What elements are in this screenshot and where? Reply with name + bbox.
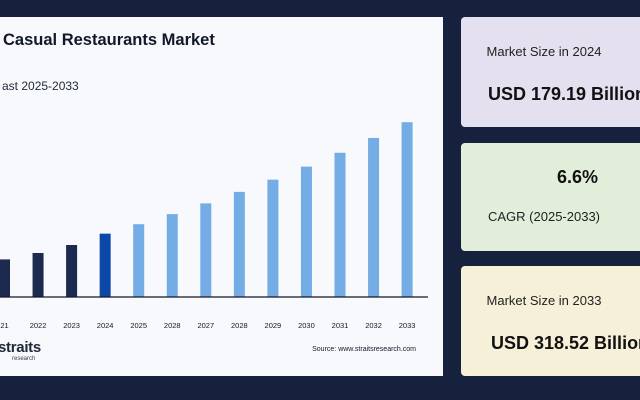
- stat-card-cagr: 6.6% CAGR (2025-2033): [461, 143, 640, 251]
- x-tick-label: 2025: [130, 321, 147, 330]
- x-tick-label: 21: [0, 321, 8, 330]
- bar-2023: [66, 245, 78, 297]
- stat-label: Market Size in 2024: [486, 44, 602, 59]
- bar-21: [0, 259, 10, 297]
- x-tick-label: 2028: [164, 321, 181, 330]
- bar-2033: [401, 122, 413, 298]
- x-tick-label: 2031: [332, 321, 349, 330]
- x-tick-label: 2023: [63, 321, 80, 330]
- brand-logo: straits research: [0, 340, 41, 362]
- bar-2029: [267, 179, 279, 297]
- logo-text: straits: [0, 339, 41, 356]
- x-tick-label: 2024: [97, 321, 114, 330]
- bar-2031: [334, 152, 346, 297]
- x-tick-label: 2030: [298, 321, 315, 330]
- bar-2028: [233, 191, 245, 297]
- bar-2032: [368, 137, 380, 297]
- x-tick-label: 2022: [30, 321, 47, 330]
- x-tick-label: 2033: [399, 321, 416, 330]
- source-note: Source: www.straitsresearch.com: [312, 346, 416, 353]
- x-tick-label: 2028: [231, 321, 248, 330]
- stat-label: CAGR (2025-2033): [488, 209, 600, 224]
- stat-card-market-size-2033: Market Size in 2033 USD 318.52 Billion: [461, 266, 640, 376]
- chart-title: Casual Restaurants Market: [3, 31, 215, 49]
- bar-2025: [133, 224, 145, 297]
- chart-panel: Casual Restaurants Market ast 2025-2033 …: [0, 17, 443, 376]
- chart-subtitle: ast 2025-2033: [2, 79, 79, 93]
- stat-value: 6.6%: [557, 167, 599, 187]
- bar-2022: [32, 253, 44, 297]
- bar-2024: [99, 233, 111, 297]
- stat-value: USD 179.19 Billion: [488, 84, 640, 104]
- x-tick-label: 2029: [265, 321, 282, 330]
- bar-2027: [200, 203, 212, 297]
- x-tick-label: 2032: [365, 321, 382, 330]
- bar-2028: [166, 214, 178, 297]
- bar-2030: [300, 166, 312, 297]
- stat-card-market-size-2024: Market Size in 2024 USD 179.19 Billion: [461, 17, 640, 127]
- logo-subtext: research: [12, 356, 36, 362]
- stat-value: USD 318.52 Billion: [491, 333, 640, 353]
- stat-label: Market Size in 2033: [486, 293, 602, 308]
- x-tick-label: 2027: [197, 321, 214, 330]
- bar-chart: 21 2022 2023 2024 2025 2028 2027 2028 2029 2030 20…: [0, 122, 428, 330]
